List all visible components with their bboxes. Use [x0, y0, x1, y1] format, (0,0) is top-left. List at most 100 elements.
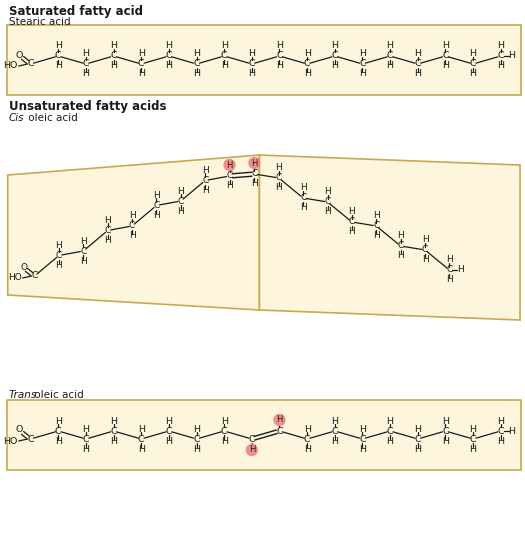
Text: H: H: [276, 42, 283, 51]
Text: C: C: [55, 51, 61, 60]
Text: H: H: [82, 69, 89, 78]
Text: H: H: [386, 61, 394, 70]
Text: H: H: [442, 436, 449, 445]
Text: H: H: [248, 50, 255, 59]
Text: H: H: [226, 161, 233, 169]
Text: H: H: [177, 186, 184, 195]
Text: H: H: [129, 232, 135, 240]
Text: C: C: [304, 59, 310, 68]
Text: C: C: [27, 59, 34, 68]
Text: H: H: [414, 444, 421, 453]
Text: H: H: [442, 417, 449, 426]
Circle shape: [274, 414, 285, 426]
Text: H: H: [349, 227, 355, 237]
Text: C: C: [324, 198, 331, 207]
Bar: [7, 400, 521, 470]
Text: C: C: [82, 59, 89, 68]
Text: HO: HO: [3, 436, 18, 445]
Text: C: C: [387, 51, 393, 60]
Text: H: H: [165, 436, 172, 445]
Text: H: H: [469, 50, 477, 59]
Text: C: C: [177, 197, 184, 206]
Text: H: H: [497, 61, 504, 70]
Text: C: C: [387, 427, 393, 436]
Text: H: H: [138, 69, 145, 78]
Text: C: C: [221, 427, 227, 436]
Text: H: H: [276, 163, 282, 172]
Text: C: C: [165, 51, 172, 60]
Bar: [7, 25, 521, 95]
Text: H: H: [497, 436, 504, 445]
Text: H: H: [397, 252, 404, 261]
Text: H: H: [457, 265, 464, 274]
Text: C: C: [276, 51, 283, 60]
Text: H: H: [220, 61, 228, 70]
Text: H: H: [165, 61, 172, 70]
Text: H: H: [55, 61, 62, 70]
Text: C: C: [251, 169, 258, 178]
Text: C: C: [226, 171, 233, 180]
Text: H: H: [129, 211, 135, 221]
Text: H: H: [104, 216, 111, 225]
Text: H: H: [422, 255, 428, 264]
Text: H: H: [446, 276, 453, 285]
Circle shape: [224, 160, 235, 170]
Text: H: H: [303, 50, 311, 59]
Text: C: C: [165, 427, 172, 436]
Text: H: H: [359, 69, 366, 78]
Text: H: H: [251, 159, 258, 168]
Text: C: C: [359, 435, 366, 444]
Text: H: H: [104, 236, 111, 245]
Text: H: H: [324, 208, 331, 216]
Text: C: C: [110, 51, 117, 60]
Text: H: H: [331, 417, 338, 426]
Text: H: H: [220, 417, 228, 426]
Text: C: C: [497, 51, 504, 60]
Text: Saturated fatty acid: Saturated fatty acid: [9, 5, 143, 18]
Text: H: H: [508, 51, 515, 60]
Text: H: H: [497, 42, 504, 51]
Text: H: H: [249, 445, 255, 454]
Text: C: C: [193, 435, 200, 444]
Text: C: C: [470, 435, 476, 444]
Text: H: H: [153, 191, 160, 200]
Text: H: H: [56, 261, 62, 270]
Text: H: H: [303, 69, 311, 78]
Text: C: C: [497, 427, 504, 436]
Circle shape: [249, 158, 260, 169]
Text: H: H: [469, 444, 477, 453]
Polygon shape: [8, 155, 259, 310]
Text: H: H: [82, 425, 89, 434]
Text: H: H: [82, 444, 89, 453]
Text: H: H: [300, 203, 307, 213]
Text: H: H: [110, 417, 117, 426]
Text: oleic acid: oleic acid: [30, 390, 83, 400]
Text: C: C: [110, 427, 117, 436]
Text: C: C: [248, 435, 255, 444]
Text: H: H: [202, 186, 208, 195]
Text: H: H: [153, 211, 160, 220]
Text: O: O: [16, 426, 23, 435]
Text: H: H: [386, 436, 394, 445]
Text: H: H: [324, 187, 331, 197]
Text: H: H: [300, 184, 307, 192]
Text: C: C: [331, 427, 338, 436]
Text: C: C: [138, 435, 144, 444]
Text: H: H: [331, 61, 338, 70]
Text: C: C: [422, 246, 428, 255]
Text: H: H: [446, 255, 453, 264]
Text: H: H: [359, 50, 366, 59]
Text: HO: HO: [8, 273, 22, 282]
Text: H: H: [303, 444, 311, 453]
Text: H: H: [193, 50, 200, 59]
Text: C: C: [221, 51, 227, 60]
Text: H: H: [220, 436, 228, 445]
Text: H: H: [497, 417, 504, 426]
Text: H: H: [177, 207, 184, 216]
Text: C: C: [442, 51, 449, 60]
Text: H: H: [251, 179, 258, 189]
Text: C: C: [80, 247, 87, 255]
Text: H: H: [193, 425, 200, 434]
Text: C: C: [276, 427, 283, 436]
Text: C: C: [359, 59, 366, 68]
